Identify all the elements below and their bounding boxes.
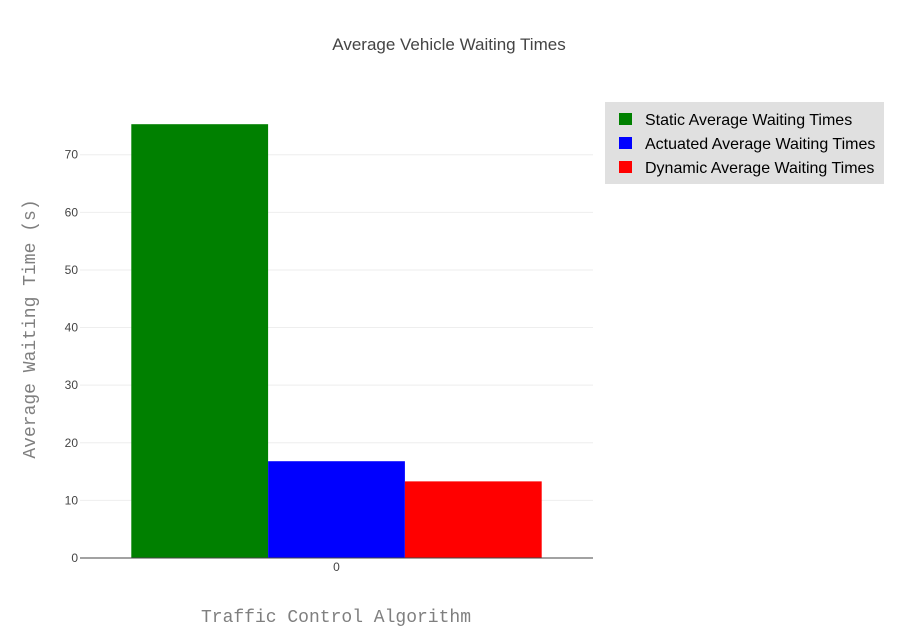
- x-axis-ticks: 0: [333, 560, 340, 574]
- x-axis-label: Traffic Control Algorithm: [201, 608, 471, 628]
- bar-1: [131, 124, 269, 558]
- y-tick-label: 60: [65, 205, 79, 219]
- bar-3: [404, 481, 542, 558]
- legend-label-1: Static Average Waiting Times: [645, 112, 852, 129]
- y-tick-label: 0: [71, 551, 78, 565]
- y-axis-ticks: 0 10 20 30 40 50 60 70: [65, 148, 79, 565]
- y-tick-label: 10: [65, 493, 79, 507]
- legend: Static Average Waiting Times Actuated Ave…: [605, 102, 884, 184]
- bar-2: [268, 461, 405, 558]
- y-tick-label: 70: [65, 148, 79, 162]
- bars: [131, 124, 542, 558]
- y-tick-label: 20: [65, 436, 79, 450]
- x-tick-label: 0: [333, 560, 340, 574]
- chart-title: Average Vehicle Waiting Times: [332, 35, 565, 54]
- legend-swatch-1: [619, 113, 632, 125]
- legend-swatch-3: [619, 161, 632, 173]
- legend-label-2: Actuated Average Waiting Times: [645, 136, 875, 153]
- legend-background: [605, 102, 884, 184]
- y-tick-label: 30: [65, 378, 79, 392]
- legend-swatch-2: [619, 137, 632, 149]
- legend-label-3: Dynamic Average Waiting Times: [645, 160, 874, 177]
- y-tick-label: 40: [65, 321, 79, 335]
- y-tick-label: 50: [65, 263, 79, 277]
- y-axis-label: Average Waiting Time (s): [21, 199, 41, 458]
